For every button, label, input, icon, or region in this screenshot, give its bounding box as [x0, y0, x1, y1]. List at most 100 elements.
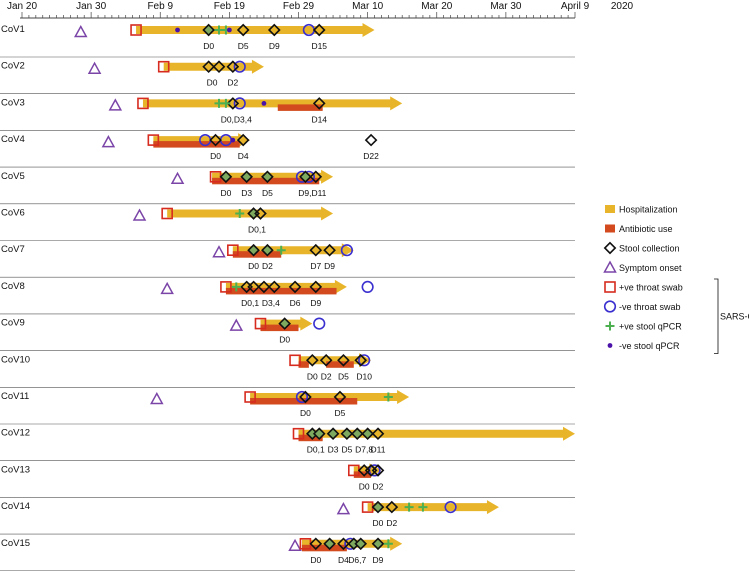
positive-stool-qpcr-marker — [383, 539, 393, 549]
collection-day-label: D9,D11 — [298, 188, 326, 198]
symptom-onset-marker — [108, 98, 123, 111]
collection-day-label: D0,1 — [248, 225, 266, 235]
patient-row-cov8: CoV8 D0,1 D3,4 D6 D9 — [0, 279, 575, 315]
stool-collection-marker — [312, 23, 326, 37]
legend-label: +ve throat swab — [619, 283, 683, 293]
stool-collection-marker — [305, 353, 319, 367]
collection-day-label: D9 — [269, 41, 280, 51]
stool-collection-marker — [371, 464, 385, 477]
patient-label: CoV6 — [1, 208, 25, 219]
legend-item-hosp: Hospitalization — [605, 205, 678, 215]
stool-collection-marker — [371, 537, 385, 551]
stool-collection-marker — [323, 243, 336, 257]
legend-group-label: SARS-CoV-2 — [720, 311, 749, 321]
negative-throat-swab-marker — [444, 501, 457, 514]
axis-tick-label: Jan 30 — [76, 1, 106, 12]
patient-row-cov2: CoV2 D0 D2 — [0, 59, 575, 94]
collection-day-label: D2 — [321, 371, 332, 381]
legend-swatch-antibiotic — [605, 224, 615, 233]
stool-collection-marker — [226, 97, 240, 110]
positive-stool-qpcr-marker — [605, 321, 615, 331]
stool-collection-marker — [361, 427, 374, 441]
stool-collection-marker — [309, 537, 323, 551]
legend-item-neg-swab: -ve throat swab — [603, 300, 681, 313]
collection-day-label: D5 — [262, 188, 273, 198]
stool-collection-marker — [267, 280, 281, 294]
legend-item-pos-swab: +ve throat swab — [604, 281, 683, 293]
patient-label: CoV9 — [1, 318, 25, 329]
collection-day-label: D0 — [279, 335, 290, 345]
stool-collection-marker — [337, 537, 350, 551]
antibiotic-use-bar — [153, 141, 240, 148]
collection-day-label: D15 — [311, 41, 327, 51]
positive-throat-swab-marker — [137, 97, 149, 110]
stool-collection-marker — [212, 60, 226, 74]
stool-collection-marker — [309, 170, 323, 184]
stool-collection-marker — [323, 537, 336, 551]
patient-label: CoV1 — [1, 24, 25, 35]
legend-swatch-stool — [603, 241, 617, 255]
patient-row-cov11: CoV11 D0 D5 — [0, 390, 575, 425]
patient-row-cov14: CoV14 D0 D2 — [0, 500, 575, 535]
collection-day-label: D0 — [310, 555, 321, 565]
stool-collection-marker — [319, 353, 333, 367]
collection-day-label: D7 — [310, 261, 321, 271]
collection-day-label: D6 — [290, 298, 301, 308]
positive-throat-swab-marker — [220, 281, 232, 293]
axis-tick-label: Feb 19 — [214, 1, 246, 12]
stool-collection-marker — [299, 170, 312, 184]
antibiotic-use-bar — [277, 104, 323, 111]
collection-day-label: D0 — [203, 41, 214, 51]
stool-collection-marker — [354, 353, 368, 367]
positive-stool-qpcr-marker — [231, 282, 241, 292]
negative-stool-qpcr-marker — [175, 27, 180, 33]
stool-collection-marker — [240, 170, 253, 184]
symptom-onset-marker — [603, 260, 617, 273]
axis-tick-label: Feb 9 — [147, 1, 173, 12]
stool-collection-marker — [209, 133, 222, 147]
positive-throat-swab-marker — [292, 427, 305, 440]
positive-throat-swab-marker — [157, 60, 170, 73]
stool-collection-marker — [254, 207, 267, 220]
patient-label: CoV2 — [1, 61, 25, 72]
collection-day-label: D22 — [363, 151, 379, 161]
stool-collection-marker — [309, 243, 323, 257]
axis-tick-label: Mar 10 — [352, 1, 384, 12]
negative-throat-swab-marker — [358, 354, 371, 367]
negative-throat-swab-marker — [313, 317, 326, 330]
legend-item-onset: Symptom onset — [603, 260, 682, 273]
collection-day-label: D9 — [324, 261, 335, 271]
antibiotic-use-bar — [326, 361, 354, 368]
stool-collection-marker — [247, 243, 260, 257]
legend-label: Antibiotic use — [619, 224, 673, 234]
collection-day-label: D5 — [335, 408, 346, 418]
legend-swatch-hospitalization — [605, 205, 615, 213]
collection-day-label: D0 — [248, 261, 259, 271]
stool-collection-marker — [247, 280, 260, 294]
positive-throat-swab-marker — [130, 24, 142, 36]
stool-collection-marker — [226, 60, 240, 74]
collection-day-label: D2 — [227, 78, 238, 88]
symptom-onset-marker — [288, 538, 302, 552]
symptom-onset-marker — [132, 208, 147, 221]
stool-collection-marker — [371, 427, 385, 441]
stool-collection-marker — [261, 243, 274, 257]
collection-day-label: D0,1 — [241, 298, 259, 308]
antibiotic-use-bar — [260, 324, 299, 332]
collection-day-label: D6,7 — [348, 555, 366, 565]
collection-day-label: D10 — [356, 371, 372, 381]
hospitalization-bar — [136, 23, 375, 37]
legend-label: -ve stool qPCR — [619, 341, 680, 351]
patient-row-cov1: CoV1 D0 D5 D9 D15 — [0, 23, 575, 58]
legend-label: -ve throat swab — [619, 302, 681, 312]
negative-throat-swab-marker — [233, 97, 246, 110]
axis-tick-label: Feb 29 — [283, 1, 315, 12]
symptom-onset-marker — [160, 281, 174, 295]
legend-item-pos-stool: +ve stool qPCR — [605, 321, 682, 332]
patient-label: CoV4 — [1, 134, 25, 145]
collection-day-label: D2 — [262, 261, 273, 271]
collection-day-label: D5 — [238, 41, 249, 51]
stool-collection-marker — [236, 133, 250, 147]
patient-row-cov5: CoV5 D0 D3 D5 D9,D11 — [0, 169, 575, 205]
stool-collection-marker — [288, 280, 302, 294]
